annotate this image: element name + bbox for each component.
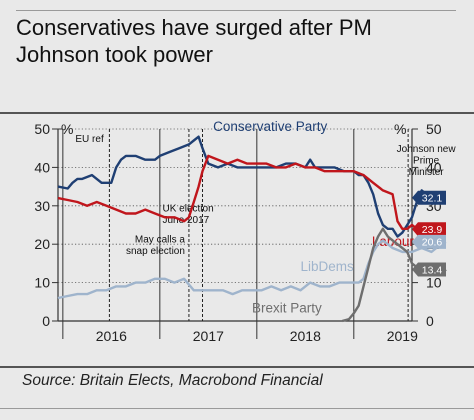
bottom-divider <box>0 408 474 409</box>
event-annotation-1-line-0: May calls a <box>135 234 185 245</box>
series-line-conservative <box>57 135 446 238</box>
source-rule <box>0 366 474 368</box>
top-divider <box>16 10 456 11</box>
y-tick-label-left-20: 20 <box>34 236 50 252</box>
series-line-libdems <box>57 239 447 300</box>
y-tick-label-left-30: 30 <box>34 198 50 214</box>
event-annotation-1-line-1: snap election <box>126 246 185 257</box>
x-tick-label-2017: 2017 <box>193 328 224 344</box>
last-value-label-conservative: 32.1 <box>422 193 443 205</box>
series-label-brexit: Brexit Party <box>252 301 322 316</box>
title-rule <box>0 112 474 114</box>
last-value-label-labour: 23.9 <box>422 224 443 236</box>
source-note: Source: Britain Elects, Macrobond Financ… <box>22 372 323 389</box>
event-annotation-2-line-0: UK election <box>163 204 214 215</box>
event-annotation-3-line-2: Minister <box>409 167 445 178</box>
event-annotation-0-line-0: EU ref <box>75 134 104 145</box>
y-tick-label-left-0: 0 <box>42 313 50 329</box>
event-annotation-3-line-0: Johnson new <box>397 144 457 155</box>
x-tick-label-2016: 2016 <box>96 328 127 344</box>
x-tick-label-2019: 2019 <box>387 328 418 344</box>
last-value-label-libdems: 20.6 <box>422 237 443 249</box>
last-value-badge-labour <box>412 222 446 237</box>
y-tick-label-left-50: 50 <box>34 121 50 137</box>
series-label-conservative: Conservative Party <box>213 119 327 134</box>
series-label-libdems: LibDems <box>300 259 354 274</box>
y-unit-right: % <box>394 121 406 137</box>
y-tick-label-right-10: 10 <box>426 275 442 291</box>
y-tick-label-left-10: 10 <box>34 275 50 291</box>
last-value-badge-libdems <box>412 234 446 249</box>
last-value-label-brexit: 13.4 <box>422 264 443 276</box>
event-annotation-3-line-1: Prime <box>413 156 440 167</box>
y-tick-label-right-40: 40 <box>426 159 442 175</box>
series-line-labour <box>57 154 446 231</box>
x-tick-label-2018: 2018 <box>290 328 321 344</box>
last-value-badge-brexit <box>412 262 446 277</box>
y-tick-label-right-50: 50 <box>426 121 442 137</box>
last-value-badge-conservative <box>412 190 446 205</box>
chart-title: Conservatives have surged after PM Johns… <box>16 15 372 67</box>
y-unit-left: % <box>61 121 73 137</box>
y-tick-label-right-0: 0 <box>426 313 434 329</box>
y-tick-label-left-40: 40 <box>34 159 50 175</box>
